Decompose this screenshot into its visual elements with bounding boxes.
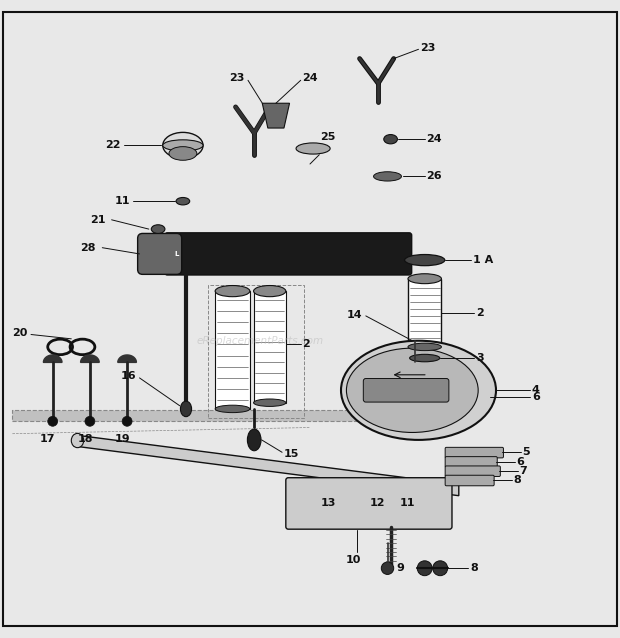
Text: 22: 22 xyxy=(105,140,121,151)
Text: 12: 12 xyxy=(370,498,384,508)
FancyBboxPatch shape xyxy=(363,378,449,402)
FancyBboxPatch shape xyxy=(445,447,503,458)
Circle shape xyxy=(381,562,394,574)
Ellipse shape xyxy=(71,433,84,448)
Text: 6: 6 xyxy=(516,457,525,466)
Text: 23: 23 xyxy=(229,73,245,83)
Circle shape xyxy=(85,417,95,426)
Ellipse shape xyxy=(405,255,445,265)
Ellipse shape xyxy=(254,399,286,406)
FancyBboxPatch shape xyxy=(215,291,250,409)
Ellipse shape xyxy=(296,143,330,154)
Text: 5: 5 xyxy=(523,447,530,457)
Text: 15: 15 xyxy=(284,449,299,459)
Ellipse shape xyxy=(151,225,165,234)
Text: 3: 3 xyxy=(476,353,484,363)
Circle shape xyxy=(48,417,58,426)
Ellipse shape xyxy=(162,132,203,158)
FancyBboxPatch shape xyxy=(12,410,372,421)
FancyBboxPatch shape xyxy=(165,233,412,275)
Text: 11: 11 xyxy=(115,197,130,206)
FancyBboxPatch shape xyxy=(3,12,617,626)
Circle shape xyxy=(417,561,432,575)
Ellipse shape xyxy=(341,341,496,440)
Text: 11: 11 xyxy=(400,498,415,508)
Text: 19: 19 xyxy=(114,434,130,443)
FancyBboxPatch shape xyxy=(138,234,182,274)
Circle shape xyxy=(433,561,448,575)
Text: 14: 14 xyxy=(347,309,363,320)
Text: 20: 20 xyxy=(12,329,28,338)
Text: 9: 9 xyxy=(397,563,405,573)
FancyBboxPatch shape xyxy=(286,478,452,529)
Text: 24: 24 xyxy=(302,73,317,84)
Ellipse shape xyxy=(408,343,441,351)
Text: 25: 25 xyxy=(321,132,336,142)
Ellipse shape xyxy=(247,429,261,451)
Ellipse shape xyxy=(410,354,440,362)
Text: 24: 24 xyxy=(427,134,442,144)
Text: 23: 23 xyxy=(420,43,436,53)
Ellipse shape xyxy=(373,172,402,181)
Polygon shape xyxy=(118,355,136,362)
Circle shape xyxy=(122,417,132,426)
Text: 1 A: 1 A xyxy=(473,255,494,265)
Ellipse shape xyxy=(384,135,397,144)
Ellipse shape xyxy=(215,405,250,413)
Text: 7: 7 xyxy=(520,466,527,476)
Ellipse shape xyxy=(162,140,203,151)
Ellipse shape xyxy=(215,286,250,297)
Text: 13: 13 xyxy=(321,498,336,508)
Text: 16: 16 xyxy=(121,371,136,381)
Text: 8: 8 xyxy=(470,563,477,573)
Ellipse shape xyxy=(347,348,478,433)
Text: 28: 28 xyxy=(81,242,96,253)
Polygon shape xyxy=(262,103,290,128)
Text: 2: 2 xyxy=(476,308,484,318)
Polygon shape xyxy=(81,355,99,362)
Text: 6: 6 xyxy=(532,392,540,401)
Text: 8: 8 xyxy=(513,475,521,486)
FancyBboxPatch shape xyxy=(408,279,441,347)
FancyBboxPatch shape xyxy=(445,466,500,477)
Ellipse shape xyxy=(408,274,441,284)
FancyBboxPatch shape xyxy=(445,457,497,467)
Text: 17: 17 xyxy=(40,434,56,443)
Text: 18: 18 xyxy=(77,434,92,443)
Text: 26: 26 xyxy=(427,172,442,181)
Ellipse shape xyxy=(254,286,286,297)
Ellipse shape xyxy=(169,147,197,160)
FancyBboxPatch shape xyxy=(254,291,286,403)
Text: L: L xyxy=(174,251,179,257)
Text: 10: 10 xyxy=(346,554,361,565)
Polygon shape xyxy=(74,435,459,496)
Text: 21: 21 xyxy=(90,215,105,225)
Text: 2: 2 xyxy=(302,339,310,349)
Ellipse shape xyxy=(180,401,192,417)
Text: eReplacementParts.com: eReplacementParts.com xyxy=(197,336,324,346)
FancyBboxPatch shape xyxy=(445,475,494,486)
Polygon shape xyxy=(43,355,62,362)
Ellipse shape xyxy=(176,198,190,205)
Text: 4: 4 xyxy=(532,385,540,396)
